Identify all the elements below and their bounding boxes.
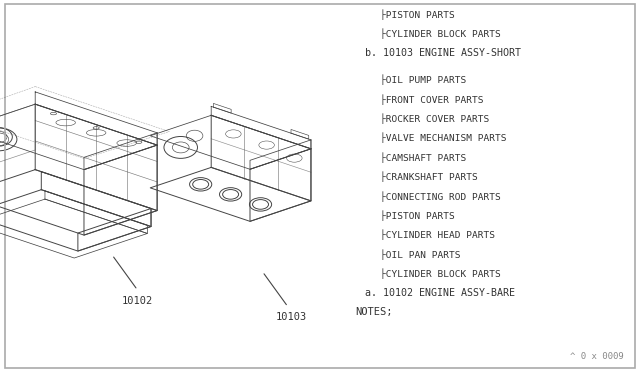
Text: ├CAMSHAFT PARTS: ├CAMSHAFT PARTS: [380, 152, 466, 163]
Text: ├FRONT COVER PARTS: ├FRONT COVER PARTS: [380, 94, 483, 105]
Text: ├CRANKSHAFT PARTS: ├CRANKSHAFT PARTS: [380, 171, 477, 182]
Text: ├CONNECTING ROD PARTS: ├CONNECTING ROD PARTS: [380, 191, 500, 202]
Text: NOTES;: NOTES;: [355, 307, 393, 317]
Text: 10103: 10103: [276, 312, 307, 323]
Text: ├OIL PUMP PARTS: ├OIL PUMP PARTS: [380, 75, 466, 86]
Text: ├OIL PAN PARTS: ├OIL PAN PARTS: [380, 249, 460, 260]
Text: ├PISTON PARTS: ├PISTON PARTS: [380, 210, 454, 221]
Text: ├CYLINDER BLOCK PARTS: ├CYLINDER BLOCK PARTS: [380, 28, 500, 39]
Text: a. 10102 ENGINE ASSY-BARE: a. 10102 ENGINE ASSY-BARE: [365, 288, 515, 298]
Text: ├CYLINDER BLOCK PARTS: ├CYLINDER BLOCK PARTS: [380, 268, 500, 279]
Text: ├PISTON PARTS: ├PISTON PARTS: [380, 9, 454, 20]
Text: ^ 0 x 0009: ^ 0 x 0009: [570, 352, 624, 361]
Text: b. 10103 ENGINE ASSY-SHORT: b. 10103 ENGINE ASSY-SHORT: [365, 48, 522, 58]
Text: ├VALVE MECHANISM PARTS: ├VALVE MECHANISM PARTS: [380, 133, 506, 144]
Text: 10102: 10102: [122, 296, 153, 306]
Text: ├CYLINDER HEAD PARTS: ├CYLINDER HEAD PARTS: [380, 230, 495, 240]
Text: ├ROCKER COVER PARTS: ├ROCKER COVER PARTS: [380, 113, 489, 124]
